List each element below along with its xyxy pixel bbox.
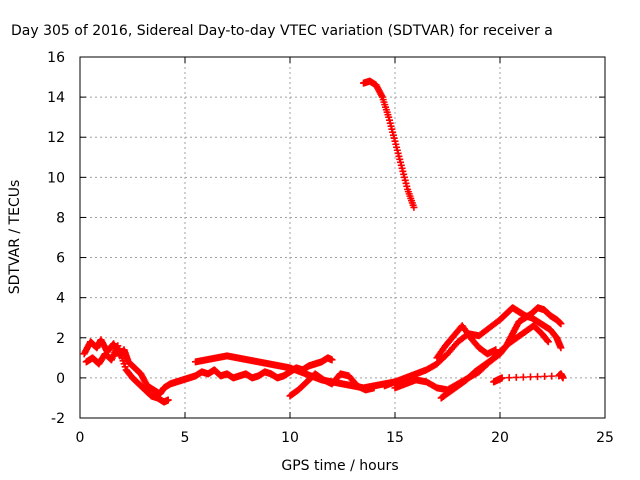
data-point bbox=[505, 374, 513, 382]
data-point bbox=[328, 356, 336, 364]
x-tick-label: 0 bbox=[76, 430, 85, 446]
data-point bbox=[512, 373, 520, 381]
y-tick-label: 16 bbox=[47, 50, 65, 66]
series-track-d bbox=[286, 370, 378, 400]
data-point bbox=[557, 320, 565, 328]
data-points bbox=[80, 77, 567, 406]
data-point bbox=[534, 373, 542, 381]
y-tick-label: 8 bbox=[56, 210, 65, 226]
y-tick-label: -2 bbox=[51, 411, 65, 427]
x-tick-label: 10 bbox=[281, 430, 299, 446]
series-track-j bbox=[490, 370, 567, 386]
grid bbox=[80, 57, 605, 418]
data-point bbox=[541, 372, 549, 380]
data-point bbox=[544, 338, 552, 346]
series-track-i bbox=[433, 322, 500, 362]
series-track-h bbox=[437, 322, 552, 402]
x-tick-label: 5 bbox=[181, 430, 190, 446]
data-point bbox=[498, 374, 506, 382]
data-point bbox=[526, 373, 534, 381]
data-point bbox=[519, 373, 527, 381]
plot-frame bbox=[79, 56, 606, 419]
y-tick-label: 4 bbox=[56, 291, 65, 307]
data-point bbox=[548, 372, 556, 380]
x-axis-label: GPS time / hours bbox=[281, 458, 398, 474]
y-tick-label: 6 bbox=[56, 251, 65, 267]
y-tick-label: 0 bbox=[56, 371, 65, 387]
y-tick-label: 12 bbox=[47, 130, 65, 146]
series-track-e bbox=[360, 77, 418, 211]
y-tick-label: 10 bbox=[47, 170, 65, 186]
x-tick-label: 20 bbox=[491, 430, 509, 446]
data-point bbox=[492, 346, 500, 354]
data-point bbox=[410, 203, 418, 211]
x-tick-label: 15 bbox=[386, 430, 404, 446]
x-tick-label: 25 bbox=[596, 430, 614, 446]
chart-title: Day 305 of 2016, Sidereal Day-to-day VTE… bbox=[11, 23, 553, 39]
y-axis-label: SDTVAR / TECUs bbox=[7, 180, 23, 295]
series-track-b bbox=[82, 342, 172, 406]
data-point bbox=[559, 374, 567, 382]
y-tick-label: 2 bbox=[56, 331, 65, 347]
data-point bbox=[370, 384, 378, 392]
tick-labels: 0 5 10 15 20 25 -2 0 2 4 6 8 10 12 14 16 bbox=[47, 50, 614, 446]
data-point bbox=[164, 396, 172, 404]
y-tick-label: 14 bbox=[47, 90, 65, 106]
data-point bbox=[557, 344, 565, 352]
